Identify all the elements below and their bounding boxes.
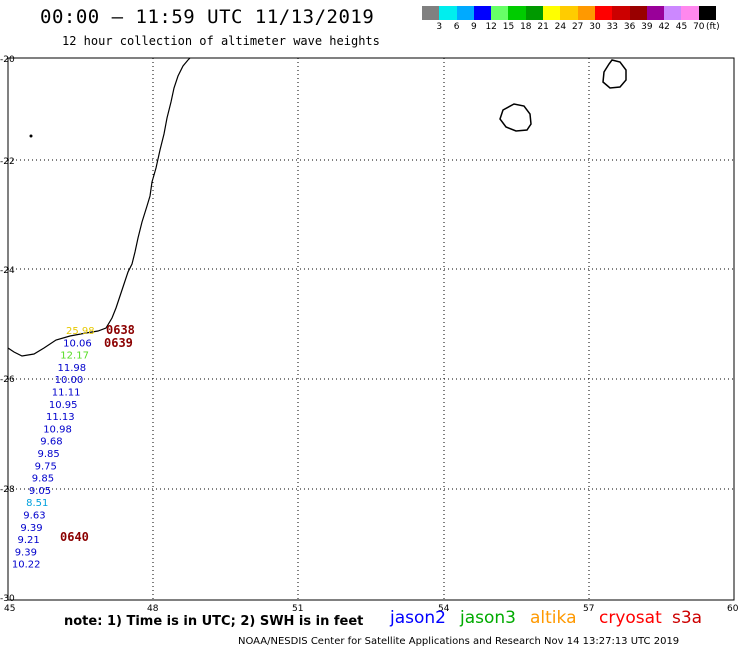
swh-reading: 8.51 <box>26 498 48 509</box>
color-swatch <box>577 6 595 20</box>
color-swatch <box>612 6 630 20</box>
page-subtitle: 12 hour collection of altimeter wave hei… <box>62 34 380 48</box>
lon-label: 45 <box>4 604 15 614</box>
color-scale-label: 39 <box>641 22 653 32</box>
credit-line: NOAA/NESDIS Center for Satellite Applica… <box>238 636 680 647</box>
mauritius-island <box>602 59 627 89</box>
color-swatch <box>594 6 613 20</box>
page-title: 00:00 – 11:59 UTC 11/13/2019 <box>40 6 375 28</box>
lon-label: 54 <box>438 604 450 614</box>
swh-reading: 9.39 <box>15 547 37 558</box>
color-swatch <box>664 6 682 20</box>
color-scale-label: 6 <box>453 22 460 32</box>
longitude-labels: 45 48 51 54 57 60 <box>4 604 739 614</box>
lon-label: 51 <box>292 604 303 614</box>
legend-cryosat: cryosat <box>599 608 662 628</box>
color-scale-label: 9 <box>471 22 477 32</box>
lat-label: -26 <box>0 375 15 385</box>
color-swatch <box>681 6 699 20</box>
legend-altika: altika <box>530 608 577 628</box>
madagascar-coastline <box>7 57 191 357</box>
color-scale-label: 24 <box>554 22 567 32</box>
swh-reading: 9.39 <box>20 523 42 534</box>
swh-reading: 9.63 <box>23 511 45 522</box>
color-scale-label: 21 <box>537 22 549 32</box>
lat-label: -30 <box>0 594 15 604</box>
swh-reading: 9.85 <box>38 449 60 460</box>
pass-time-labels: 0638 0639 0640 <box>60 323 135 544</box>
swh-reading: 12.17 <box>60 351 89 362</box>
color-swatch <box>543 6 561 20</box>
swh-reading: 9.85 <box>32 474 54 485</box>
color-swatch <box>525 6 544 20</box>
plot-frame <box>7 57 735 601</box>
lon-label: 57 <box>583 604 594 614</box>
color-swatch <box>422 6 440 20</box>
lon-label: 60 <box>727 604 739 614</box>
swh-reading: 25.98 <box>66 326 95 337</box>
footer-note: note: 1) Time is in UTC; 2) SWH is in fe… <box>64 614 364 629</box>
color-scale-label: 3 <box>436 22 443 32</box>
time-label: 0640 <box>60 530 89 544</box>
color-scale-label: 70 <box>693 22 705 32</box>
color-scale-label: 15 <box>502 22 515 32</box>
color-swatch <box>491 6 509 20</box>
time-label: 0638 <box>106 323 135 337</box>
swh-reading: 10.00 <box>55 375 84 386</box>
color-swatch <box>508 6 526 20</box>
color-swatch <box>560 6 578 20</box>
swh-reading: 10.98 <box>43 424 72 435</box>
color-swatch <box>473 6 492 20</box>
swh-reading: 10.95 <box>49 400 78 411</box>
swh-reading: 10.06 <box>63 338 92 349</box>
color-scale-label: 36 <box>623 22 636 32</box>
lat-label: -28 <box>0 485 15 495</box>
color-scale-label: 30 <box>589 22 601 32</box>
color-scale-label: 27 <box>571 22 584 32</box>
swh-reading: 9.05 <box>29 486 51 497</box>
time-label: 0639 <box>104 336 133 350</box>
color-scale-unit: (ft) <box>706 22 720 32</box>
color-scale-label: 42 <box>658 22 670 32</box>
legend-s3a: s3a <box>672 608 703 628</box>
legend-jason2: jason2 <box>390 608 446 628</box>
color-swatch <box>629 6 647 20</box>
swh-reading: 9.68 <box>40 437 62 448</box>
color-scale-bar <box>422 6 717 20</box>
legend-jason3: jason3 <box>460 608 516 628</box>
swh-reading: 9.75 <box>35 461 57 472</box>
swh-reading: 9.21 <box>18 535 40 546</box>
color-swatch <box>646 6 665 20</box>
swh-reading: 11.98 <box>58 363 87 374</box>
reunion-island <box>499 103 532 132</box>
color-swatch <box>456 6 474 20</box>
lon-label: 48 <box>147 604 159 614</box>
latitude-labels: -20 -22 -24 -26 -28 -30 <box>0 55 15 604</box>
color-swatch <box>698 6 717 20</box>
swh-reading: 11.11 <box>52 388 81 399</box>
color-scale-label: 18 <box>520 22 532 32</box>
color-scale-label: 45 <box>675 22 688 32</box>
lat-label: -20 <box>0 55 15 65</box>
color-scale-label: 33 <box>606 22 619 32</box>
color-scale-label: 12 <box>485 22 497 32</box>
islet <box>29 134 33 138</box>
lat-label: -24 <box>0 266 15 276</box>
swh-reading: 10.22 <box>12 560 41 571</box>
swh-reading: 11.13 <box>46 412 75 423</box>
lat-label: -22 <box>0 157 15 167</box>
color-scale-labels: 3 6 9 12 15 18 21 24 27 30 33 36 39 42 45 70 (ft) <box>422 22 740 34</box>
color-swatch <box>439 6 457 20</box>
